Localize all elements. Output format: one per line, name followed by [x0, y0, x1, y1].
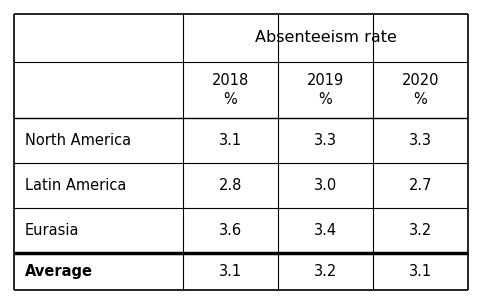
Text: 3.6: 3.6 [219, 223, 242, 238]
Text: 2019
%: 2019 % [307, 73, 344, 107]
Text: Average: Average [25, 264, 93, 279]
Text: 3.2: 3.2 [409, 223, 432, 238]
Text: 2.7: 2.7 [409, 178, 432, 193]
Text: Latin America: Latin America [25, 178, 126, 193]
Text: 2020
%: 2020 % [402, 73, 439, 107]
Text: 3.1: 3.1 [409, 264, 432, 279]
Text: 3.1: 3.1 [219, 264, 242, 279]
Text: 3.1: 3.1 [219, 133, 242, 148]
Text: 2018
%: 2018 % [212, 73, 249, 107]
Text: 3.4: 3.4 [314, 223, 337, 238]
Text: 3.3: 3.3 [314, 133, 337, 148]
Text: Eurasia: Eurasia [25, 223, 80, 238]
Text: Absenteeism rate: Absenteeism rate [254, 30, 396, 46]
Text: 3.0: 3.0 [314, 178, 337, 193]
Text: North America: North America [25, 133, 131, 148]
Text: 2.8: 2.8 [219, 178, 242, 193]
Text: 3.2: 3.2 [314, 264, 337, 279]
Text: 3.3: 3.3 [409, 133, 432, 148]
